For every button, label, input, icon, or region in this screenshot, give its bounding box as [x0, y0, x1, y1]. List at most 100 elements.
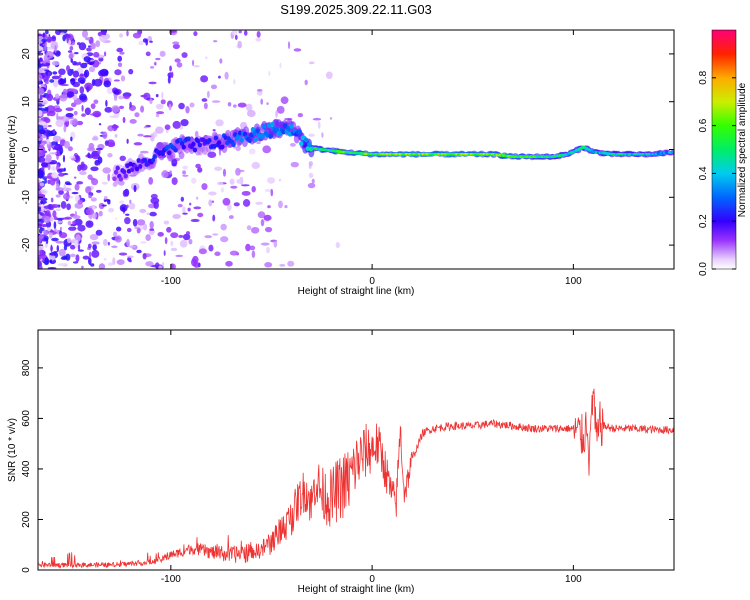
noise-blob	[47, 124, 52, 127]
ridge-point	[274, 126, 280, 132]
snr-x-ticks: -100 0 100	[161, 330, 582, 585]
noise-blob	[48, 254, 56, 261]
ridge-point	[268, 133, 273, 139]
noise-blob	[52, 210, 57, 218]
noise-blob	[81, 104, 84, 112]
noise-blob	[219, 58, 223, 64]
noise-blob	[51, 172, 59, 179]
ridge-point	[250, 127, 256, 132]
ridge-point	[134, 166, 140, 172]
noise-blob	[79, 79, 86, 85]
noise-blob	[122, 189, 127, 197]
colorbar-tick-label: 0.4	[698, 166, 709, 180]
noise-blob	[41, 38, 47, 43]
noise-blob	[242, 199, 251, 207]
ridge-point	[115, 165, 120, 171]
noise-blob	[39, 152, 46, 157]
noise-blob	[211, 200, 215, 203]
noise-blob	[189, 202, 192, 206]
noise-blob	[41, 161, 49, 168]
noise-blob	[79, 93, 87, 101]
noise-blob	[49, 252, 57, 256]
ridge-point	[213, 135, 219, 141]
noise-blob	[119, 51, 125, 55]
noise-blob	[117, 55, 123, 62]
noise-blob	[128, 245, 137, 249]
noise-blob	[72, 70, 80, 78]
noise-blob	[225, 260, 233, 267]
noise-blob	[49, 79, 55, 83]
noise-blob	[197, 212, 204, 218]
noise-blob	[51, 60, 60, 66]
noise-blob	[308, 172, 314, 179]
noise-blob	[229, 250, 239, 256]
noise-blob	[39, 226, 43, 230]
noise-blob	[266, 246, 270, 254]
noise-blob	[49, 152, 58, 155]
ridge-point	[113, 169, 119, 175]
noise-blob	[65, 253, 71, 261]
noise-blob	[182, 170, 187, 175]
noise-blob	[105, 99, 108, 107]
ridge-point	[303, 137, 309, 143]
noise-blob	[208, 244, 214, 252]
noise-blob	[170, 263, 176, 269]
ridge-point	[253, 137, 259, 142]
noise-blob	[215, 119, 224, 127]
ridge-point	[181, 144, 186, 150]
noise-blob	[79, 73, 84, 77]
noise-blob	[90, 166, 99, 172]
noise-blob	[262, 145, 272, 154]
noise-blob	[260, 242, 270, 246]
noise-blob	[154, 62, 157, 66]
noise-blob	[79, 171, 87, 176]
ridge-point	[247, 138, 252, 144]
noise-blob	[38, 223, 43, 227]
noise-blob	[155, 93, 159, 98]
noise-blob	[212, 214, 216, 222]
colorbar-label: Normalized spectral amplitude	[737, 82, 748, 217]
noise-blob	[248, 148, 256, 155]
noise-blob	[228, 215, 234, 220]
noise-blob	[233, 104, 237, 108]
noise-blob	[66, 190, 70, 198]
noise-blob	[251, 250, 256, 258]
noise-blob	[73, 110, 78, 116]
noise-blob	[118, 95, 124, 100]
noise-blob	[113, 95, 118, 102]
noise-blob	[114, 134, 118, 138]
noise-blob	[44, 178, 47, 184]
noise-blob	[287, 260, 295, 267]
noise-blob	[103, 258, 107, 261]
noise-blob	[55, 119, 65, 128]
noise-blob	[38, 133, 43, 138]
noise-blob	[189, 102, 195, 108]
ridge-point	[262, 124, 267, 129]
noise-blob	[42, 224, 47, 228]
noise-blob	[38, 138, 44, 141]
noise-blob	[38, 121, 47, 126]
noise-blob	[278, 200, 283, 209]
noise-blob	[208, 191, 217, 196]
noise-blob	[74, 183, 80, 191]
noise-blob	[112, 257, 116, 266]
noise-blob	[66, 91, 75, 98]
noise-blob	[229, 178, 235, 185]
noise-blob	[172, 120, 181, 129]
noise-blob	[50, 197, 54, 203]
noise-blob	[98, 69, 107, 77]
noise-blob	[55, 240, 64, 244]
snr-panel: -100 0 100 0 200 400 600 800 Height of straigh…	[7, 329, 675, 595]
noise-blob	[60, 83, 69, 87]
noise-blob	[65, 113, 74, 118]
noise-blob	[241, 190, 251, 196]
noise-blob	[212, 233, 219, 236]
noise-blob	[122, 116, 126, 124]
noise-blob	[191, 177, 197, 184]
noise-blob	[256, 31, 261, 38]
noise-blob	[211, 100, 221, 103]
noise-blob	[140, 94, 148, 98]
ridge-point	[289, 124, 294, 129]
noise-blob	[246, 225, 252, 231]
